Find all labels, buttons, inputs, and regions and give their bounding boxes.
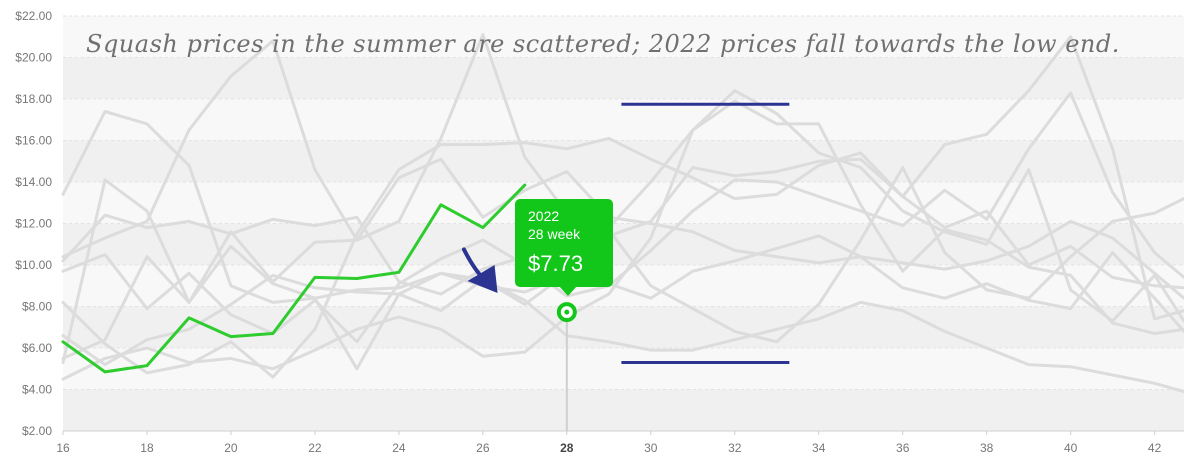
highlight-series-line: [61, 183, 527, 374]
annotation-arrow: [461, 247, 498, 294]
grid-band: [63, 348, 1184, 390]
y-tick-label: $22.00: [15, 9, 52, 23]
y-tick-label: $2.00: [22, 424, 52, 438]
y-tick-label: $6.00: [22, 341, 52, 355]
series-line: [61, 157, 1184, 360]
y-tick-label: $18.00: [15, 92, 52, 106]
y-tick-label: $8.00: [22, 300, 52, 314]
series-line: [61, 91, 1184, 344]
x-tick-label: 24: [392, 441, 406, 455]
tooltip-year: 2022: [528, 208, 560, 224]
series-line: [61, 33, 1184, 344]
series-line: [61, 273, 1184, 394]
series-line: [61, 89, 1184, 323]
tooltip-price: $7.73: [528, 251, 584, 276]
x-tick-label: 22: [308, 441, 322, 455]
highlight-point-center: [564, 309, 570, 315]
series-line: [61, 136, 1184, 379]
grid-band: [63, 99, 1184, 141]
y-tick-label: $16.00: [15, 134, 52, 148]
grid-band: [63, 389, 1184, 431]
tooltip-week: 28 week: [528, 226, 581, 242]
grid-band: [63, 16, 1184, 58]
y-tick-label: $10.00: [15, 258, 52, 272]
y-tick-label: $4.00: [22, 383, 52, 397]
x-tick-label: 16: [56, 441, 70, 455]
data-tooltip: 2022 28 week $7.73: [515, 199, 613, 296]
grid-band: [63, 306, 1184, 348]
x-tick-label: 32: [728, 441, 742, 455]
y-tick-label: $12.00: [15, 217, 52, 231]
x-tick-label: 36: [896, 441, 910, 455]
grid-band: [63, 182, 1184, 224]
chart-annotation-text: Squash prices in the summer are scattere…: [86, 30, 1120, 58]
x-tick-label: 18: [140, 441, 154, 455]
x-tick-label: 28: [560, 441, 574, 455]
arrow-head: [467, 265, 498, 294]
x-tick-label: 30: [644, 441, 658, 455]
series-line: [61, 35, 1184, 371]
x-tick-label: 20: [224, 441, 238, 455]
y-tick-label: $20.00: [15, 51, 52, 65]
x-tick-label: 34: [812, 441, 826, 455]
x-tick-label: 38: [980, 441, 994, 455]
x-tick-label: 26: [476, 441, 490, 455]
series-line: [61, 213, 1184, 333]
y-tick-label: $14.00: [15, 175, 52, 189]
grid-band: [63, 57, 1184, 99]
grid-band: [63, 140, 1184, 182]
x-tick-label: 42: [1148, 441, 1162, 455]
x-tick-label: 40: [1064, 441, 1078, 455]
